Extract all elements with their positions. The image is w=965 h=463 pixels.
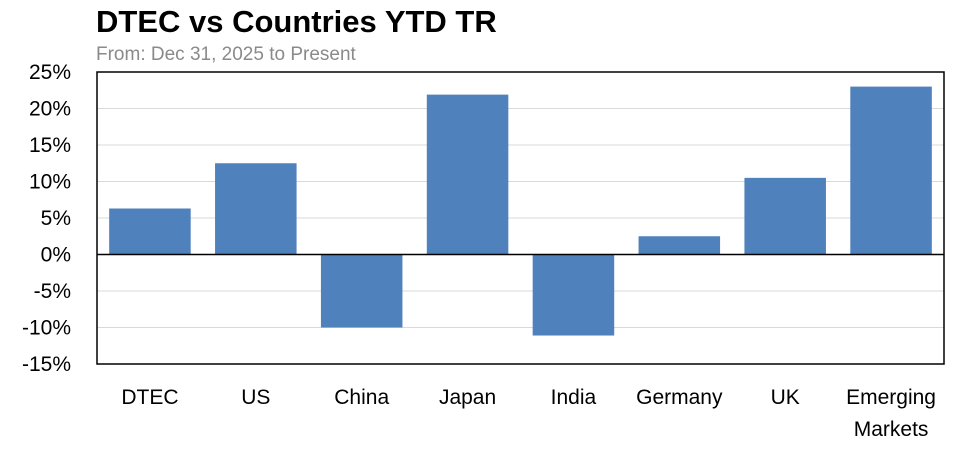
bars [109,86,932,336]
y-tick-label: 20% [29,98,71,121]
y-tick-label: -15% [22,353,71,376]
x-tick-label: Japan [439,386,496,409]
bar-us [215,163,297,255]
x-tick-label: Emerging [846,386,936,409]
chart-title: DTEC vs Countries YTD TR [96,4,497,39]
x-tick-label: Markets [854,418,929,441]
plot-area-frame [96,71,945,365]
bar-uk [744,177,826,255]
bar-japan [426,94,509,255]
bar-emerging-markets [850,86,932,255]
y-tick-label: 5% [41,207,71,230]
bar-dtec [109,208,191,255]
y-tick-label: 10% [29,171,71,194]
x-tick-label: Germany [636,386,723,409]
x-tick-label: UK [771,386,800,409]
bar-china [320,254,403,328]
y-axis-tick-labels: 25% 20% 15% 10% 5% 0% -5% -10% -15% [22,61,71,376]
x-tick-label: India [551,386,597,409]
y-tick-label: 15% [29,134,71,157]
x-tick-label: US [241,386,270,409]
bar-india [532,254,615,336]
chart-subtitle: From: Dec 31, 2025 to Present [96,44,356,65]
x-tick-label: China [334,386,389,409]
y-tick-label: -5% [34,280,71,303]
bar-germany [638,236,721,255]
x-tick-label: DTEC [121,386,178,409]
x-axis-tick-labels: DTEC US China Japan India Germany UK Emerging Ma… [121,386,936,441]
y-tick-label: 25% [29,61,71,84]
y-tick-label: -10% [22,317,71,340]
y-tick-label: 0% [41,244,71,267]
